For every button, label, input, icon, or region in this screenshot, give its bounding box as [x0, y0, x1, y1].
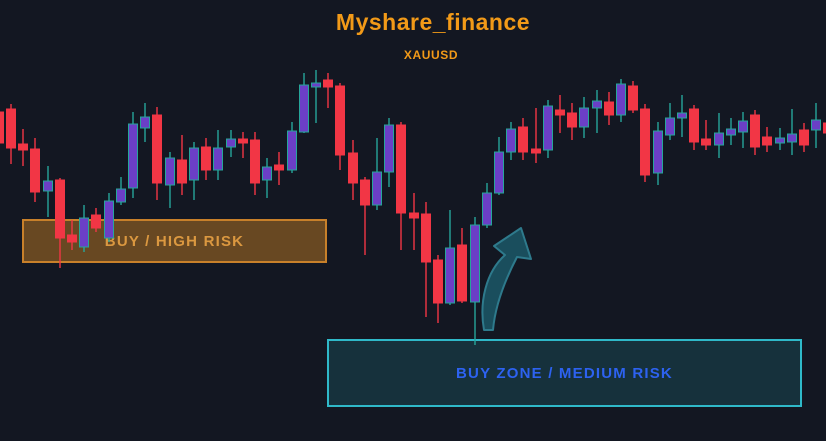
bull-candle — [738, 112, 748, 148]
bear-candle — [177, 135, 187, 195]
bull-candle — [726, 118, 736, 145]
buy-high-risk-zone-label: BUY / HIGH RISK — [104, 232, 245, 250]
bear-candle — [457, 228, 467, 303]
bear-candle — [689, 105, 699, 150]
bear-candle — [604, 92, 614, 125]
bear-candle — [323, 73, 333, 108]
bull-candle — [165, 152, 175, 208]
buy-zone-medium-risk-label: BUY ZONE / MEDIUM RISK — [456, 364, 673, 382]
bull-candle — [811, 103, 821, 148]
bull-candle — [287, 122, 297, 173]
bull-candle — [140, 103, 150, 142]
bull-candle — [116, 177, 126, 205]
bull-candle — [311, 70, 321, 123]
bull-candle — [384, 118, 394, 187]
bear-candle — [421, 202, 431, 317]
bear-candle — [6, 104, 16, 164]
bull-candle — [445, 210, 455, 305]
bear-candle — [18, 129, 28, 166]
candles-group — [0, 70, 826, 345]
bull-candle — [677, 95, 687, 137]
bear-candle — [409, 193, 419, 250]
bull-candle — [494, 137, 504, 195]
bear-candle — [518, 118, 528, 160]
bull-candle — [714, 113, 724, 158]
bull-candle — [616, 79, 626, 122]
bull-candle — [189, 142, 199, 200]
bull-candle — [213, 130, 223, 180]
bear-candle — [335, 83, 345, 170]
bear-candle — [701, 120, 711, 150]
buy-zone-medium-risk[interactable]: BUY ZONE / MEDIUM RISK — [327, 339, 802, 407]
bull-candle — [787, 109, 797, 155]
bear-candle — [152, 107, 162, 200]
bull-candle — [128, 112, 138, 198]
bear-candle — [555, 95, 565, 133]
bear-candle — [567, 103, 577, 140]
bear-candle — [360, 177, 370, 255]
bull-candle — [653, 122, 663, 185]
bear-candle — [238, 132, 248, 158]
bear-candle — [433, 255, 443, 323]
bear-candle — [640, 104, 650, 182]
buy-high-risk-zone[interactable]: BUY / HIGH RISK — [22, 219, 327, 263]
bull-candle — [372, 138, 382, 210]
bear-candle — [396, 122, 406, 250]
bear-candle — [0, 111, 4, 144]
symbol-label: XAUUSD — [403, 48, 459, 62]
bear-candle — [762, 127, 772, 152]
bull-candle — [592, 90, 602, 133]
bear-candle — [30, 138, 40, 202]
bull-candle — [579, 97, 589, 138]
bull-candle — [482, 183, 492, 228]
bull-candle — [470, 217, 480, 345]
bear-candle — [628, 81, 638, 113]
bull-candle — [43, 166, 53, 217]
bear-candle — [750, 110, 760, 155]
bear-candle — [274, 152, 284, 185]
bear-candle — [250, 132, 260, 195]
bull-candle — [543, 100, 553, 158]
bear-candle — [531, 108, 541, 163]
bull-candle — [226, 130, 236, 157]
bull-candle — [506, 122, 516, 160]
bull-candle — [665, 103, 675, 140]
up-arrow-annotation[interactable] — [481, 227, 532, 331]
bull-candle — [262, 158, 272, 198]
bear-candle — [201, 138, 211, 180]
bear-candle — [799, 123, 809, 152]
bull-candle — [775, 128, 785, 150]
bull-candle — [299, 73, 309, 133]
app-title: Myshare_finance — [335, 9, 531, 35]
bear-candle — [348, 140, 358, 200]
